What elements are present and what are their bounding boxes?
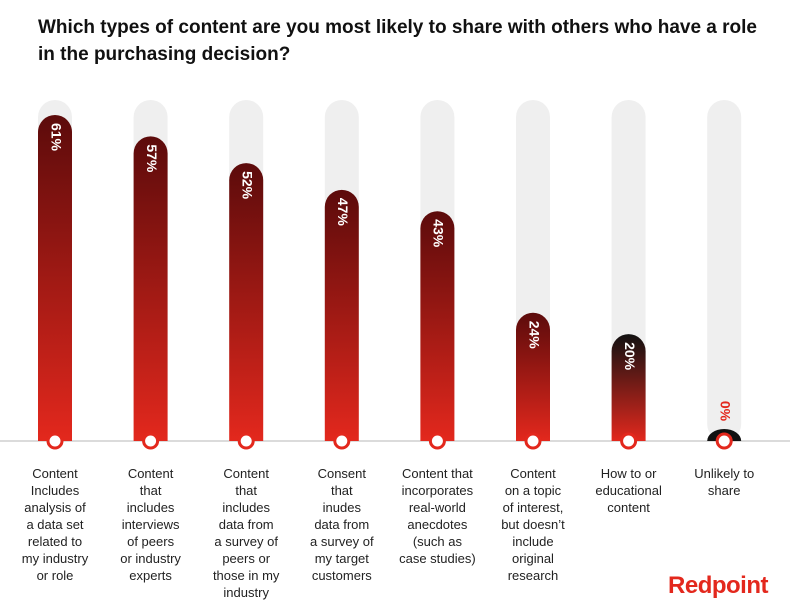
value-label: 57% <box>144 144 160 173</box>
bar <box>611 334 646 441</box>
category-label: Content that includes data from a survey… <box>212 466 280 600</box>
bar <box>324 189 359 441</box>
value-label: 24% <box>526 321 542 350</box>
track <box>707 100 742 441</box>
base-dot <box>142 432 160 450</box>
category-label: How to or educational content <box>595 466 662 515</box>
base-dot <box>46 432 64 450</box>
category-label: Content Includes analysis of a data set … <box>21 466 89 583</box>
base-dot <box>237 432 255 450</box>
value-label: 0% <box>717 401 733 422</box>
bar <box>420 211 455 441</box>
category-label: Content that includes interviews of peer… <box>120 466 181 583</box>
base-dot <box>428 432 446 450</box>
bar <box>38 115 72 441</box>
base-dot <box>715 432 733 450</box>
value-label: 47% <box>335 198 351 227</box>
category-label: Unlikely to share <box>694 466 755 498</box>
base-dot <box>620 432 638 450</box>
base-dot <box>524 432 542 450</box>
category-label: Content that incorporates real-world ane… <box>399 466 476 566</box>
bar <box>516 312 550 441</box>
base-dot <box>333 432 351 450</box>
bar <box>133 136 168 441</box>
brand-logo: Redpoint <box>668 572 768 599</box>
bar <box>229 163 264 442</box>
value-label: 20% <box>622 342 638 371</box>
category-label: Content on a topic of interest, but does… <box>501 466 565 583</box>
value-label: 61% <box>48 123 64 152</box>
chart-title: Which types of content are you most like… <box>38 17 757 65</box>
category-label: Consent that inudes data from a survey o… <box>310 466 374 583</box>
value-label: 52% <box>239 171 255 200</box>
value-label: 43% <box>431 219 447 248</box>
